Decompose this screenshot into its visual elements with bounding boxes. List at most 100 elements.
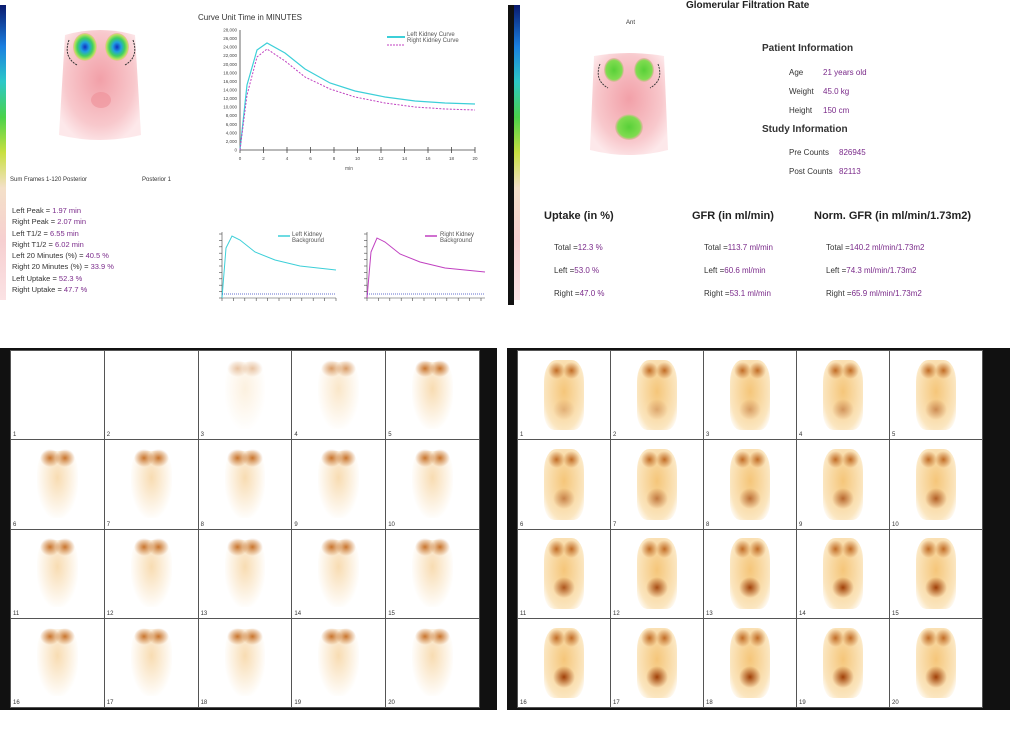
- activity-blob: [563, 629, 580, 647]
- frame-cell[interactable]: 13: [198, 529, 293, 619]
- frame-number: 4: [294, 432, 298, 439]
- activity-blob: [242, 359, 263, 378]
- frame-number: 16: [520, 700, 527, 706]
- frame-cell[interactable]: 16: [11, 618, 105, 708]
- info-value: 150 cm: [823, 106, 850, 115]
- frame-cell[interactable]: 19: [292, 618, 387, 708]
- frame-cell[interactable]: 3: [198, 351, 293, 441]
- frame-cell[interactable]: 20: [890, 618, 983, 708]
- frame-cell[interactable]: 15: [890, 529, 983, 619]
- frame-cell[interactable]: 8: [704, 440, 797, 530]
- frame-cell[interactable]: 7: [104, 440, 199, 530]
- frame-cell[interactable]: 3: [704, 351, 797, 441]
- frame-cell[interactable]: 6: [518, 440, 611, 530]
- frame-cell[interactable]: 12: [611, 529, 704, 619]
- frame-number: 19: [294, 700, 302, 706]
- frame-cell[interactable]: 5: [890, 351, 983, 441]
- frame-cell[interactable]: 20: [386, 618, 480, 708]
- frame-number: 15: [892, 610, 899, 617]
- frame-number: 13: [706, 610, 713, 617]
- activity-blob: [563, 540, 580, 558]
- gfr-report: Glomerular Filtration Rate Ant Patient I…: [514, 0, 1024, 305]
- activity-blob: [842, 629, 859, 647]
- frame-cell[interactable]: 5: [386, 351, 480, 441]
- frame-cell[interactable]: 9: [292, 440, 387, 530]
- info-label: Left =: [704, 266, 725, 275]
- frame-cell[interactable]: 17: [611, 618, 704, 708]
- info-label: Pre Counts: [789, 148, 830, 157]
- frame-cell[interactable]: 15: [386, 529, 480, 619]
- curve-title: Curve Unit Time in MINUTES: [198, 13, 303, 22]
- frame-cell[interactable]: 6: [11, 440, 105, 530]
- left-kidney-small-chart: [219, 232, 337, 301]
- activity-blob: [749, 450, 766, 469]
- info-value: 826945: [839, 148, 866, 157]
- activity-blob: [935, 540, 952, 558]
- gfr-rows: Total = 113.7 ml/min Left = 60.6 ml/min Ri…: [704, 236, 773, 305]
- info-row: Total = 12.3 %: [554, 236, 604, 259]
- activity-blob: [552, 487, 576, 510]
- main-x-ticks: 0 2 4 6 8 10 12 14 16 18 20: [239, 147, 478, 161]
- main-renogram-chart: 28,00026,00024,00022,00020,00018,00016,0…: [223, 28, 478, 173]
- activity-blob: [738, 398, 762, 420]
- frame-cell[interactable]: 19: [797, 618, 890, 708]
- frame-number: 2: [106, 432, 111, 439]
- main-legend: Left Kidney Curve Right Kidney Curve: [407, 32, 459, 44]
- info-label: Left =: [826, 266, 847, 275]
- frame-cell[interactable]: 10: [386, 440, 480, 530]
- stat-value: 52.3 %: [58, 273, 83, 283]
- frame-cell[interactable]: 16: [518, 618, 611, 708]
- frame-number: 9: [294, 521, 298, 528]
- y-tick-label: 2,000: [226, 139, 238, 144]
- stat-value: 33.9 %: [90, 262, 114, 272]
- frame-cell[interactable]: 18: [198, 618, 293, 708]
- y-tick-label: 28,000: [223, 28, 237, 33]
- frame-cell[interactable]: 11: [11, 529, 105, 619]
- frame-cell[interactable]: 11: [518, 529, 611, 619]
- frame-cell[interactable]: 12: [104, 529, 199, 619]
- frame-number: 20: [892, 700, 899, 706]
- stat-row: Right T1/2 = 6.02 min: [12, 239, 114, 250]
- y-tick-label: 4,000: [226, 130, 238, 135]
- stat-value: 6.02 min: [55, 239, 84, 249]
- activity-blob: [548, 629, 565, 647]
- frame-cell[interactable]: 1: [518, 351, 611, 441]
- frame-number: 1: [13, 432, 17, 439]
- image-caption-right: Posterior 1: [142, 177, 172, 183]
- activity-blob: [827, 540, 844, 558]
- frame-cell[interactable]: 9: [797, 440, 890, 530]
- info-label: Total =: [826, 243, 850, 252]
- frame-cell[interactable]: 4: [292, 351, 387, 441]
- y-tick-label: 18,000: [223, 70, 237, 75]
- activity-blob: [242, 538, 263, 556]
- study-info-heading: Study Information: [762, 124, 848, 135]
- activity-blob: [749, 361, 766, 380]
- activity-blob: [54, 449, 76, 467]
- frame-cell[interactable]: 17: [104, 618, 199, 708]
- activity-blob: [749, 540, 766, 558]
- frame-cell[interactable]: 14: [292, 529, 387, 619]
- y-tick-label: 20,000: [223, 62, 237, 67]
- frame-cell[interactable]: 1: [11, 351, 105, 441]
- frame-cell[interactable]: 4: [797, 351, 890, 441]
- frame-cell[interactable]: 2: [104, 351, 199, 441]
- frame-cell[interactable]: 13: [704, 529, 797, 619]
- activity-blob: [563, 361, 580, 380]
- frame-cell[interactable]: 7: [611, 440, 704, 530]
- frame-cell[interactable]: 18: [704, 618, 797, 708]
- activity-blob: [54, 627, 76, 646]
- frame-cell[interactable]: 10: [890, 440, 983, 530]
- activity-blob: [734, 540, 751, 558]
- info-label: Right =: [704, 289, 730, 298]
- activity-blob: [242, 449, 263, 467]
- frame-cell[interactable]: 8: [198, 440, 293, 530]
- activity-blob: [645, 398, 669, 420]
- activity-blob: [242, 627, 263, 646]
- frame-cell[interactable]: 14: [797, 529, 890, 619]
- activity-blob: [842, 540, 859, 558]
- activity-blob: [563, 450, 580, 469]
- y-tick-label: 8,000: [226, 113, 238, 118]
- uptake-heading: Uptake (in %): [544, 210, 614, 222]
- frame-cell[interactable]: 2: [611, 351, 704, 441]
- info-row: Total = 113.7 ml/min: [704, 236, 773, 259]
